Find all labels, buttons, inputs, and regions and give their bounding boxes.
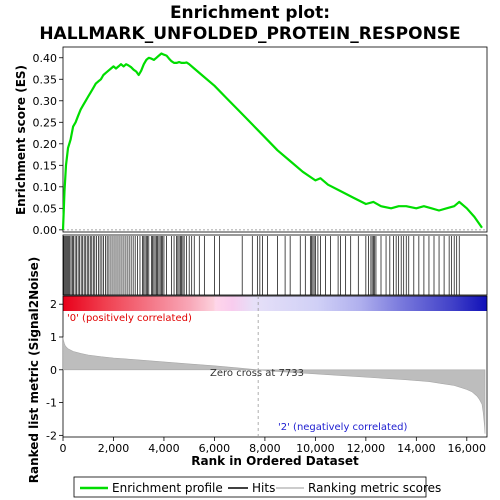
x-tick-label: 16,000 bbox=[448, 442, 487, 455]
es-curve-layer bbox=[61, 52, 483, 230]
legend-label-enrichment: Enrichment profile bbox=[112, 481, 223, 495]
legend: Enrichment profile Hits Ranking metric s… bbox=[73, 476, 441, 498]
rank-colorbar bbox=[63, 296, 487, 311]
x-tick-label: 2,000 bbox=[98, 442, 130, 455]
metric-y-axis-label: Ranked list metric (Signal2Noise) bbox=[27, 257, 41, 484]
hits-layer bbox=[63, 236, 460, 295]
metric-y-tick-label: -1 bbox=[46, 397, 57, 410]
zero-cross-label: Zero cross at 7733 bbox=[210, 368, 304, 379]
es-y-axis-label: Enrichment score (ES) bbox=[14, 65, 28, 215]
metric-y-tick-label: 2 bbox=[50, 298, 57, 311]
x-axis-label: Rank in Ordered Dataset bbox=[191, 454, 359, 468]
chart-title-line1: Enrichment plot: bbox=[170, 3, 330, 23]
x-tick-label: 0 bbox=[60, 442, 67, 455]
hits-panel-frame bbox=[62, 234, 488, 296]
es-panel: 0.00 0.05 0.10 0.15 0.20 0.25 0.30 0.35 0.40 Enr… bbox=[14, 46, 488, 237]
es-y-tick-label: 0.00 bbox=[33, 224, 58, 237]
colorbar-gradient bbox=[63, 296, 487, 311]
enrichment-profile-line bbox=[61, 52, 483, 230]
metric-layer bbox=[62, 296, 486, 437]
metric-y-tick-label: -2 bbox=[46, 429, 57, 442]
es-y-tick-label: 0.15 bbox=[33, 159, 58, 172]
x-tick-label: 10,000 bbox=[296, 442, 335, 455]
legend-label-hits: Hits bbox=[252, 481, 275, 495]
metric-y-tick-label: 0 bbox=[50, 364, 57, 377]
positive-correlation-label: '0' (positively correlated) bbox=[67, 313, 192, 324]
es-y-tick-label: 0.05 bbox=[33, 202, 58, 215]
ranking-metric-area bbox=[62, 336, 486, 434]
es-y-tick-label: 0.20 bbox=[33, 138, 58, 151]
negative-correlation-label: '2' (negatively correlated) bbox=[278, 422, 407, 433]
x-tick-label: 12,000 bbox=[347, 442, 386, 455]
x-tick-label: 6,000 bbox=[199, 442, 231, 455]
x-axis: 0 2,000 4,000 6,000 8,000 10,000 12,000 14,000 1… bbox=[60, 437, 487, 455]
chart-title-line2: HALLMARK_UNFOLDED_PROTEIN_RESPONSE bbox=[39, 24, 460, 44]
metric-panel: 2 1 0 -1 -2 '0' (positively correlated) '2' … bbox=[27, 257, 488, 484]
es-y-tick-label: 0.30 bbox=[33, 95, 58, 108]
es-y-axis: 0.00 0.05 0.10 0.15 0.20 0.25 0.30 0.35 0.40 bbox=[33, 52, 63, 237]
es-y-tick-label: 0.40 bbox=[33, 52, 58, 65]
es-y-tick-label: 0.25 bbox=[33, 116, 58, 129]
hits-panel bbox=[62, 234, 488, 296]
legend-label-metric: Ranking metric scores bbox=[308, 481, 441, 495]
x-tick-label: 4,000 bbox=[148, 442, 180, 455]
metric-y-tick-label: 1 bbox=[50, 331, 57, 344]
es-panel-frame bbox=[62, 46, 488, 233]
legend-box bbox=[73, 476, 427, 498]
es-y-tick-label: 0.35 bbox=[33, 73, 58, 86]
x-tick-label: 8,000 bbox=[249, 442, 281, 455]
es-y-tick-label: 0.10 bbox=[33, 181, 58, 194]
x-tick-label: 14,000 bbox=[397, 442, 436, 455]
metric-y-axis: 2 1 0 -1 -2 bbox=[46, 298, 63, 442]
